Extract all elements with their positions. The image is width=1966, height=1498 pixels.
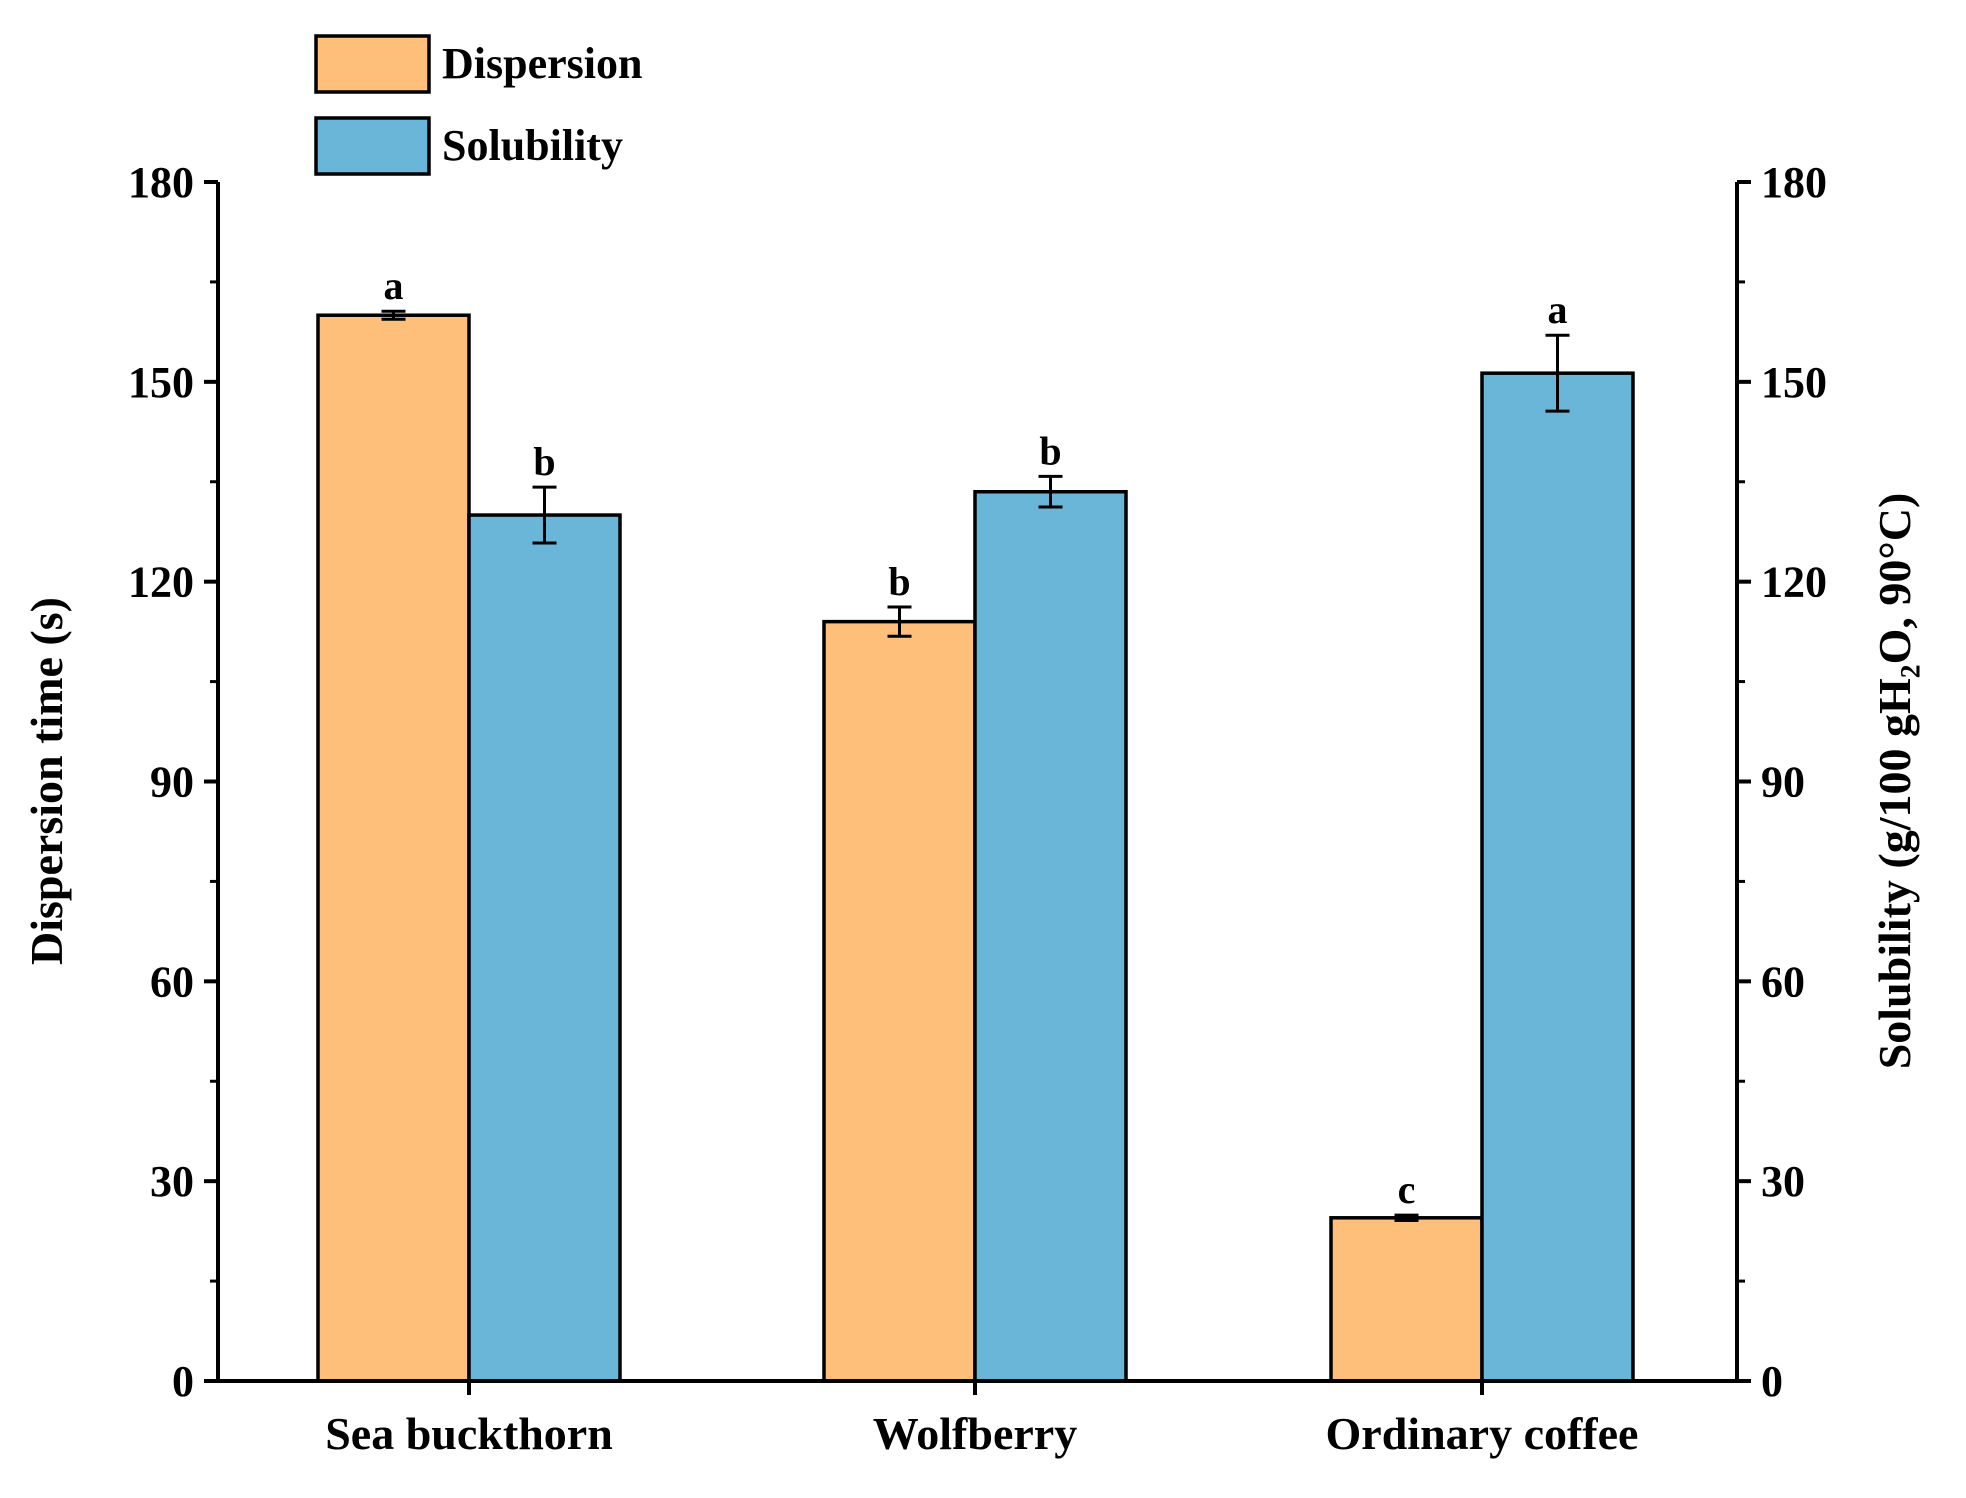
significance-letter-solubility-wolfberry: b [1039,428,1061,473]
significance-letters-layer: a b c b b a [384,263,1568,1212]
bar-dispersion-sea-buckthorn [316,313,471,1383]
y-right-tick-label-180: 180 [1761,158,1827,207]
legend-swatch-solubility [314,116,431,176]
bar-solubility-ordinary-coffee [1480,371,1635,1383]
x-tick-label-sea-buckthorn: Sea buckthorn [325,1408,613,1459]
legend: Dispersion Solubility [314,34,642,176]
y-left-tick-label-60: 60 [150,957,194,1006]
legend-label-dispersion: Dispersion [442,39,642,88]
bar-dispersion-wolfberry [822,619,977,1383]
y-right-tick-label-90: 90 [1761,758,1805,807]
y-left-tick-label-0: 0 [172,1357,194,1406]
x-tick-label-ordinary-coffee: Ordinary coffee [1326,1408,1639,1459]
bar-dispersion-ordinary-coffee [1329,1216,1484,1383]
bar-solubility-wolfberry [973,489,1128,1383]
y-left-tick-label-150: 150 [128,358,194,407]
y-left-tick-label-120: 120 [128,558,194,607]
y-left-tick-label-180: 180 [128,158,194,207]
legend-swatch-dispersion [314,34,431,94]
y-axis-left-label: Dispersion time (s) [21,597,72,965]
y-axis-right-label: Solubility (g/100 gH₂O, 90°C) [1869,493,1920,1070]
x-tick-label-wolfberry: Wolfberry [873,1408,1077,1459]
y-right-tick-label-30: 30 [1761,1157,1805,1206]
significance-letter-dispersion-wolfberry: b [888,559,910,604]
bars-layer [316,313,1635,1383]
y-right-tick-label-150: 150 [1761,358,1827,407]
y-right-tick-label-0: 0 [1761,1357,1783,1406]
bar-solubility-sea-buckthorn [467,513,622,1383]
significance-letter-dispersion-ordinary-coffee: c [1398,1167,1416,1212]
significance-letter-dispersion-sea-buckthorn: a [384,263,404,308]
y-right-tick-label-120: 120 [1761,558,1827,607]
y-left-tick-label-30: 30 [150,1157,194,1206]
significance-letter-solubility-ordinary-coffee: a [1548,287,1568,332]
significance-letter-solubility-sea-buckthorn: b [533,439,555,484]
y-right-tick-label-60: 60 [1761,957,1805,1006]
legend-label-solubility: Solubility [442,121,623,170]
y-left-tick-label-90: 90 [150,758,194,807]
ticks-layer: 0 0 30 30 60 60 90 90 120 120 150 150 180 180 Sea buck… [128,158,1827,1459]
error-bars-layer [381,309,1570,1222]
